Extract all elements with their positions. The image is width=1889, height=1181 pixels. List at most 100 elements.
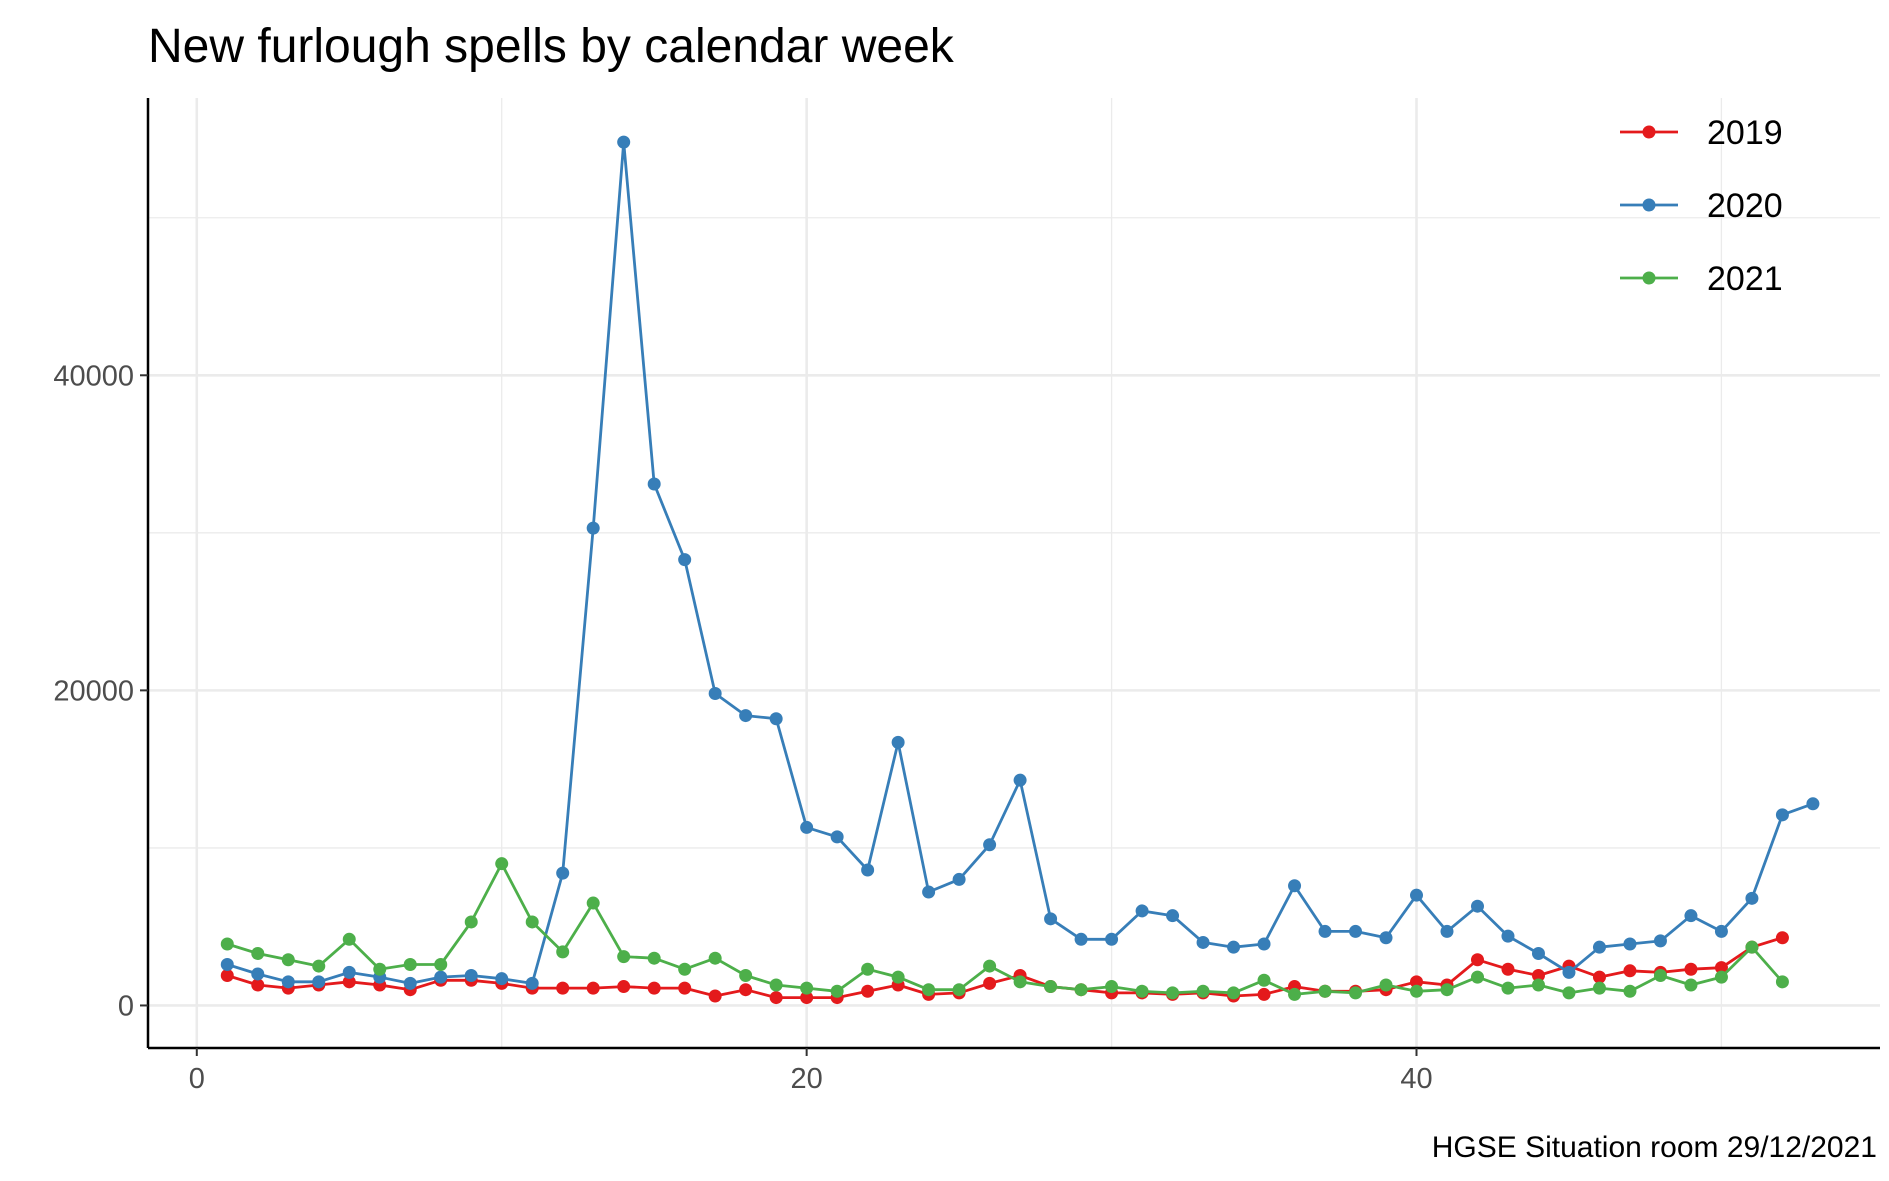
data-point-2019 [739,983,753,997]
series-line-2021 [226,862,1784,996]
data-point-2020 [1257,937,1271,951]
legend-key-point [1642,271,1656,285]
series-2021 [220,857,1789,1001]
legend-item-2019: 2019 [1620,114,1783,152]
data-point-2020 [525,976,539,990]
data-point-2020 [1562,965,1576,979]
data-point-2020 [769,712,783,726]
data-point-2020 [1501,929,1515,943]
data-point-2019 [1592,970,1606,984]
data-point-2020 [1044,912,1058,926]
data-point-2021 [922,983,936,997]
data-point-2020 [312,975,326,989]
data-point-2020 [861,863,875,877]
legend-label: 2020 [1707,187,1783,225]
data-point-2021 [983,959,997,973]
data-point-2021 [891,970,905,984]
data-point-2021 [1105,980,1119,994]
data-point-2020 [1227,940,1241,954]
x-tick-label: 20 [791,1063,823,1095]
data-point-2021 [952,983,966,997]
data-point-2021 [1044,980,1058,994]
data-point-2020 [1806,797,1820,811]
data-point-2021 [1318,984,1332,998]
data-point-2019 [1470,953,1484,967]
data-point-2021 [1745,940,1759,954]
data-point-2021 [1074,983,1088,997]
data-point-2020 [983,838,997,852]
data-point-2021 [1775,975,1789,989]
data-point-2021 [647,951,661,965]
data-point-2021 [434,958,448,972]
data-point-2020 [1775,808,1789,822]
data-point-2019 [1623,964,1637,978]
data-point-2021 [220,937,234,951]
series-line-2019 [226,936,1783,999]
data-point-2020 [220,958,234,972]
data-point-2020 [891,735,905,749]
data-point-2021 [1623,984,1637,998]
data-point-2021 [739,969,753,983]
data-point-2019 [220,969,234,983]
data-point-2020 [1105,932,1119,946]
data-point-2020 [1166,909,1180,923]
data-point-2021 [403,958,417,972]
data-point-2021 [281,953,295,967]
data-point-2020 [1013,773,1027,787]
data-point-2019 [1531,969,1545,983]
data-point-2019 [800,991,814,1005]
x-tick-label: 0 [189,1063,205,1095]
data-point-2020 [281,975,295,989]
data-point-2020 [1714,924,1728,938]
data-point-2020 [1653,934,1667,948]
data-point-2021 [1013,975,1027,989]
data-point-2020 [739,709,753,723]
data-point-2019 [1501,962,1515,976]
y-tick-label: 40000 [53,360,134,392]
data-point-2019 [586,981,600,995]
x-tick-label: 40 [1400,1063,1432,1095]
data-point-2021 [1166,986,1180,1000]
data-point-2021 [1135,984,1149,998]
data-point-2020 [952,872,966,886]
legend-key-point [1642,125,1656,139]
data-point-2021 [251,946,265,960]
data-point-2021 [830,984,844,998]
data-point-2019 [617,980,631,994]
data-point-2021 [800,981,814,995]
data-point-2020 [342,965,356,979]
chart-caption: HGSE Situation room 29/12/2021 [1432,1131,1877,1164]
data-point-2021 [1440,983,1454,997]
data-point-2020 [1410,888,1424,902]
data-point-2021 [1257,973,1271,987]
data-point-2020 [403,976,417,990]
data-point-2020 [495,972,509,986]
grid [148,98,1880,1048]
data-point-2019 [1714,961,1728,975]
data-point-2021 [769,978,783,992]
data-point-2020 [647,477,661,491]
data-point-2019 [1684,962,1698,976]
data-point-2020 [1440,924,1454,938]
y-tick-label: 0 [118,990,134,1022]
data-point-2020 [1531,946,1545,960]
data-point-2019 [678,981,692,995]
legend-label: 2019 [1707,114,1783,152]
data-point-2021 [556,945,570,959]
data-point-2020 [586,521,600,535]
data-point-2021 [373,962,387,976]
data-point-2021 [708,951,722,965]
data-point-2021 [1653,969,1667,983]
legend-item-2021: 2021 [1620,260,1783,298]
data-point-2021 [1531,978,1545,992]
data-point-2020 [1470,899,1484,913]
legend-key-point [1642,198,1656,212]
data-point-2019 [861,984,875,998]
data-point-2021 [495,857,509,871]
data-point-2021 [1470,970,1484,984]
data-point-2020 [251,967,265,981]
series [220,135,1820,1005]
data-point-2020 [1349,924,1363,938]
data-point-2020 [922,885,936,899]
